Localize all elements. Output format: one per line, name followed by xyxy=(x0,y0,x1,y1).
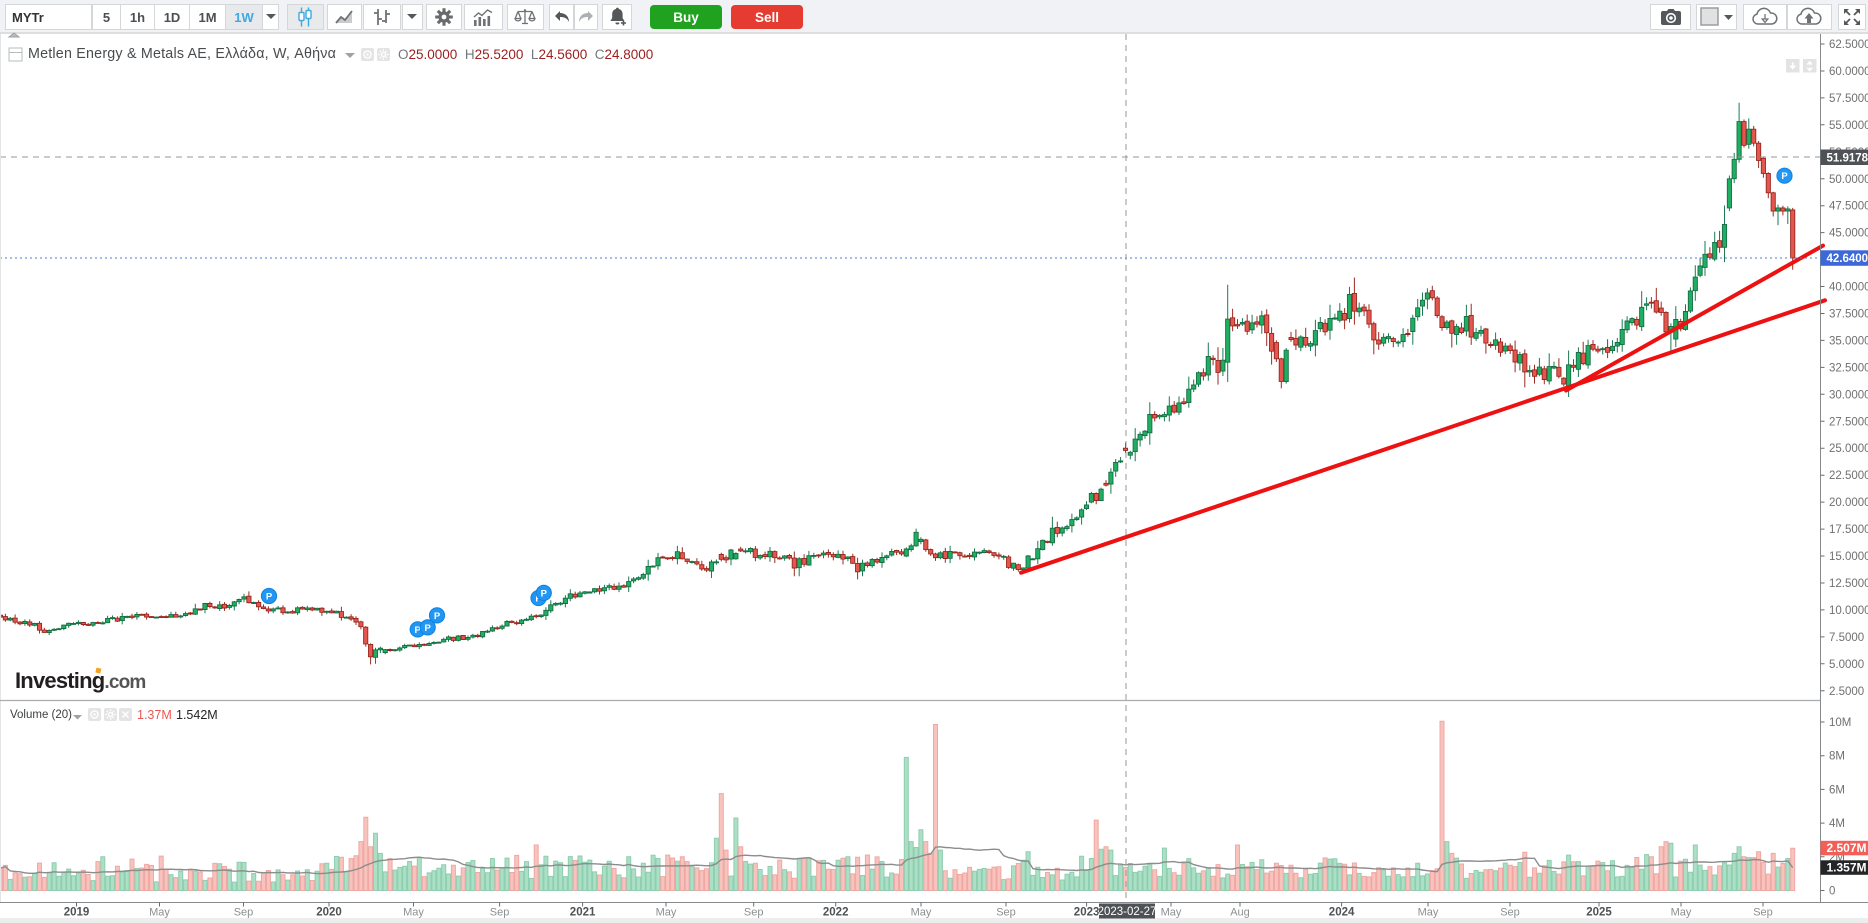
svg-text:Sep: Sep xyxy=(234,907,254,919)
svg-text:0: 0 xyxy=(1829,886,1835,898)
svg-text:57.5000: 57.5000 xyxy=(1829,93,1868,105)
svg-text:P: P xyxy=(541,588,548,599)
svg-text:37.5000: 37.5000 xyxy=(1829,309,1868,321)
svg-text:10M: 10M xyxy=(1829,717,1851,729)
svg-text:60.0000: 60.0000 xyxy=(1829,66,1868,78)
svg-text:8M: 8M xyxy=(1829,751,1845,763)
svg-text:Sep: Sep xyxy=(1500,907,1520,919)
svg-text:May: May xyxy=(1161,907,1182,919)
svg-text:51.9178: 51.9178 xyxy=(1827,152,1868,164)
svg-text:May: May xyxy=(403,907,424,919)
svg-text:40.0000: 40.0000 xyxy=(1829,282,1868,294)
svg-text:30.0000: 30.0000 xyxy=(1829,389,1868,401)
svg-text:2025: 2025 xyxy=(1586,907,1612,919)
svg-text:35.0000: 35.0000 xyxy=(1829,335,1868,347)
svg-text:2022: 2022 xyxy=(823,907,849,919)
svg-text:20.0000: 20.0000 xyxy=(1829,497,1868,509)
svg-text:7.5000: 7.5000 xyxy=(1829,632,1864,644)
svg-text:62.5000: 62.5000 xyxy=(1829,39,1868,51)
svg-text:1.357M: 1.357M xyxy=(1827,861,1867,875)
svg-text:2024: 2024 xyxy=(1329,907,1355,919)
svg-text:10.0000: 10.0000 xyxy=(1829,605,1868,617)
svg-text:P: P xyxy=(434,611,441,622)
svg-text:22.5000: 22.5000 xyxy=(1829,470,1868,482)
svg-text:2021: 2021 xyxy=(570,907,596,919)
svg-text:P: P xyxy=(266,591,273,602)
svg-text:2020: 2020 xyxy=(316,907,342,919)
svg-text:Sep: Sep xyxy=(744,907,764,919)
svg-text:May: May xyxy=(656,907,677,919)
svg-text:May: May xyxy=(149,907,170,919)
svg-text:4M: 4M xyxy=(1829,818,1845,830)
svg-text:May: May xyxy=(1418,907,1439,919)
svg-text:50.0000: 50.0000 xyxy=(1829,174,1868,186)
svg-text:2019: 2019 xyxy=(64,907,90,919)
svg-text:32.5000: 32.5000 xyxy=(1829,362,1868,374)
svg-text:2.5000: 2.5000 xyxy=(1829,686,1864,698)
svg-text:2023-02-27: 2023-02-27 xyxy=(1098,906,1157,918)
svg-text:27.5000: 27.5000 xyxy=(1829,416,1868,428)
svg-text:6M: 6M xyxy=(1829,784,1845,796)
svg-text:Investing.com: Investing.com xyxy=(15,668,146,693)
svg-text:55.0000: 55.0000 xyxy=(1829,120,1868,132)
svg-text:45.0000: 45.0000 xyxy=(1829,228,1868,240)
svg-text:May: May xyxy=(911,907,932,919)
svg-text:Sep: Sep xyxy=(490,907,510,919)
svg-text:42.6400: 42.6400 xyxy=(1827,253,1868,265)
svg-text:15.0000: 15.0000 xyxy=(1829,551,1868,563)
svg-text:2.507M: 2.507M xyxy=(1827,841,1867,855)
svg-text:12.5000: 12.5000 xyxy=(1829,578,1868,590)
svg-text:Aug: Aug xyxy=(1230,907,1250,919)
svg-text:P: P xyxy=(1781,171,1788,182)
svg-text:5.0000: 5.0000 xyxy=(1829,659,1864,671)
svg-text:Sep: Sep xyxy=(996,907,1016,919)
svg-text:P: P xyxy=(425,623,432,634)
svg-text:Sep: Sep xyxy=(1753,907,1773,919)
svg-text:17.5000: 17.5000 xyxy=(1829,524,1868,536)
svg-text:P: P xyxy=(415,625,422,636)
svg-text:47.5000: 47.5000 xyxy=(1829,201,1868,213)
svg-text:May: May xyxy=(1671,907,1692,919)
svg-text:2023: 2023 xyxy=(1074,907,1100,919)
svg-text:25.0000: 25.0000 xyxy=(1829,443,1868,455)
